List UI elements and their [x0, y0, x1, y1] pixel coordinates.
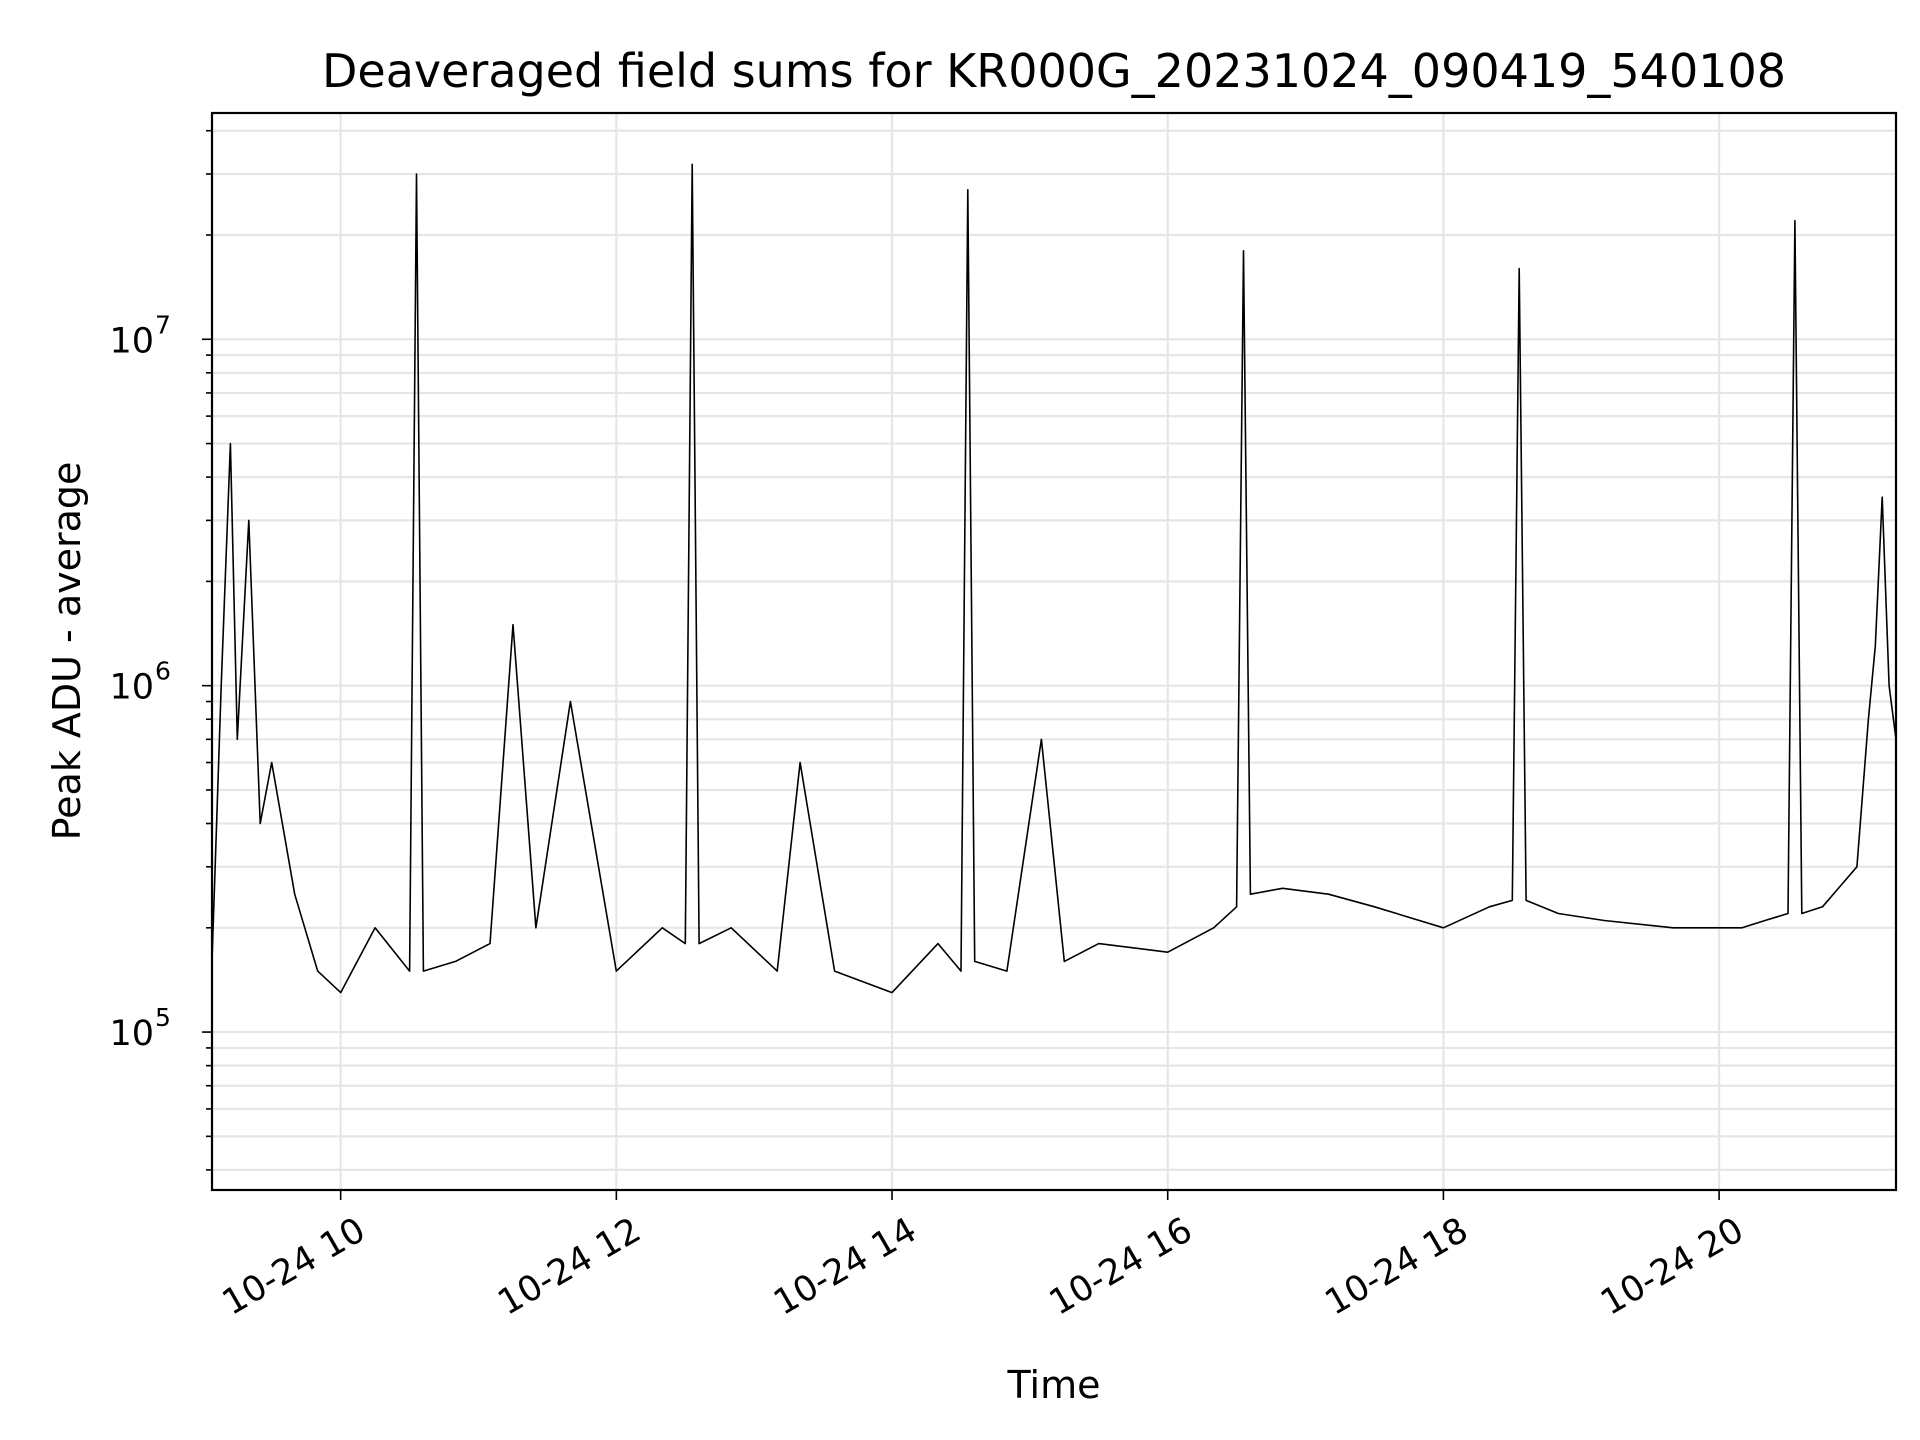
y-tick-label-exponent: 6: [155, 657, 171, 686]
x-axis-label: Time: [1007, 1363, 1101, 1407]
y-axis-label: Peak ADU - average: [45, 462, 89, 841]
y-tick-label-exponent: 5: [155, 1003, 171, 1032]
series-line: [211, 163, 1897, 994]
grid: [212, 113, 1896, 1190]
y-tick-label: 10: [109, 321, 154, 361]
plot-area-frame: [210, 111, 1898, 1192]
data-layer: [211, 163, 1897, 994]
y-tick-label: 10: [109, 1014, 154, 1054]
chart-title: Deaveraged field sums for KR000G_2023102…: [322, 44, 1786, 98]
y-tick-label: 10: [109, 668, 154, 708]
y-tick-label-exponent: 7: [155, 310, 171, 339]
